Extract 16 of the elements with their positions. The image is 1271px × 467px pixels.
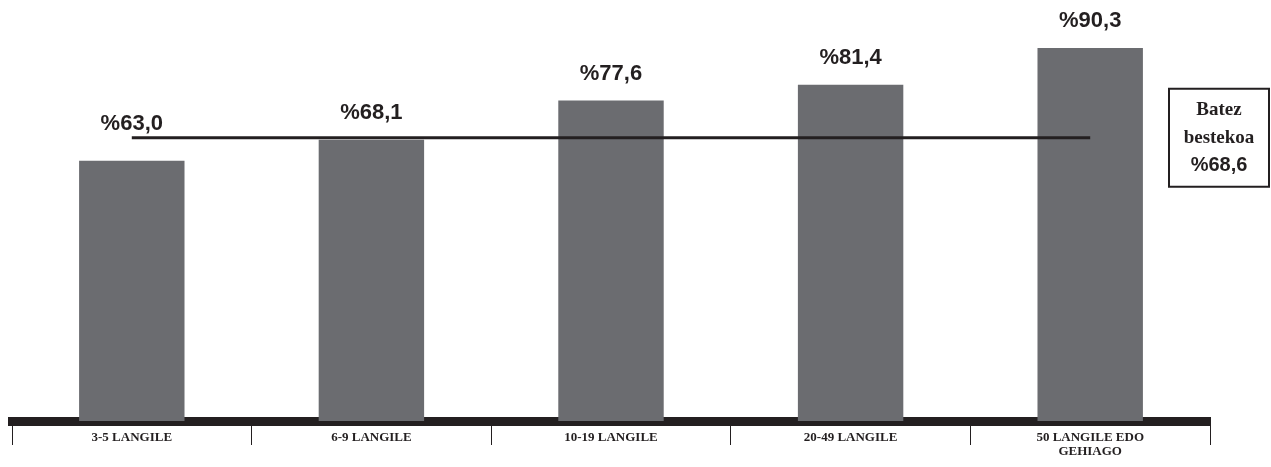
data-label: %68,1 [340,98,403,124]
ref-line-label: Batez bestekoa %68,6 [1183,97,1255,176]
bar [79,160,185,421]
bar [558,100,664,421]
bar [1037,48,1143,421]
x-tick-label: 50 LANGILE EDO GEHIAGO [1036,428,1145,458]
x-tick-label: 20-49 LANGILE [803,428,898,444]
x-tick-label: 6-9 LANGILE [331,428,412,444]
data-label: %81,4 [819,43,883,69]
x-tick-label: 3-5 LANGILE [91,428,173,444]
data-label: %77,6 [579,59,643,85]
x-tick-label: 10-19 LANGILE [564,428,658,444]
data-label: %63,0 [100,109,163,135]
bar [318,139,425,421]
bar [797,84,904,421]
data-label: %90,3 [1059,7,1122,33]
